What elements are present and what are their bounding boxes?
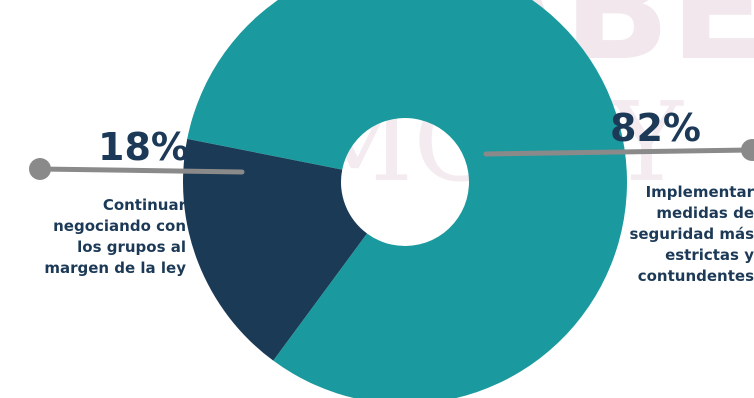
leader-line-right bbox=[483, 139, 754, 161]
right-description: Implementar medidas de seguridad más estric… bbox=[629, 182, 754, 287]
leader-line-left bbox=[29, 158, 245, 180]
right-description-line: Implementar bbox=[645, 183, 754, 201]
left-description: Continuar negociando con los grupos al marg… bbox=[44, 195, 186, 279]
left-description-line: margen de la ley bbox=[44, 259, 186, 277]
left-description-line: negociando con bbox=[53, 217, 186, 235]
slice-18-pct bbox=[183, 138, 368, 361]
right-description-line: seguridad más bbox=[629, 225, 754, 243]
right-description-line: estrictas y bbox=[665, 246, 754, 264]
left-description-line: Continuar bbox=[102, 196, 186, 214]
left-description-line: los grupos al bbox=[77, 238, 186, 256]
slice-82-pct bbox=[187, 0, 627, 398]
right-description-line: medidas de bbox=[656, 204, 754, 222]
right-description-line: contundentes bbox=[637, 267, 754, 285]
left-percentage-label: 18% bbox=[98, 125, 189, 169]
right-percentage-label: 82% bbox=[610, 106, 701, 150]
